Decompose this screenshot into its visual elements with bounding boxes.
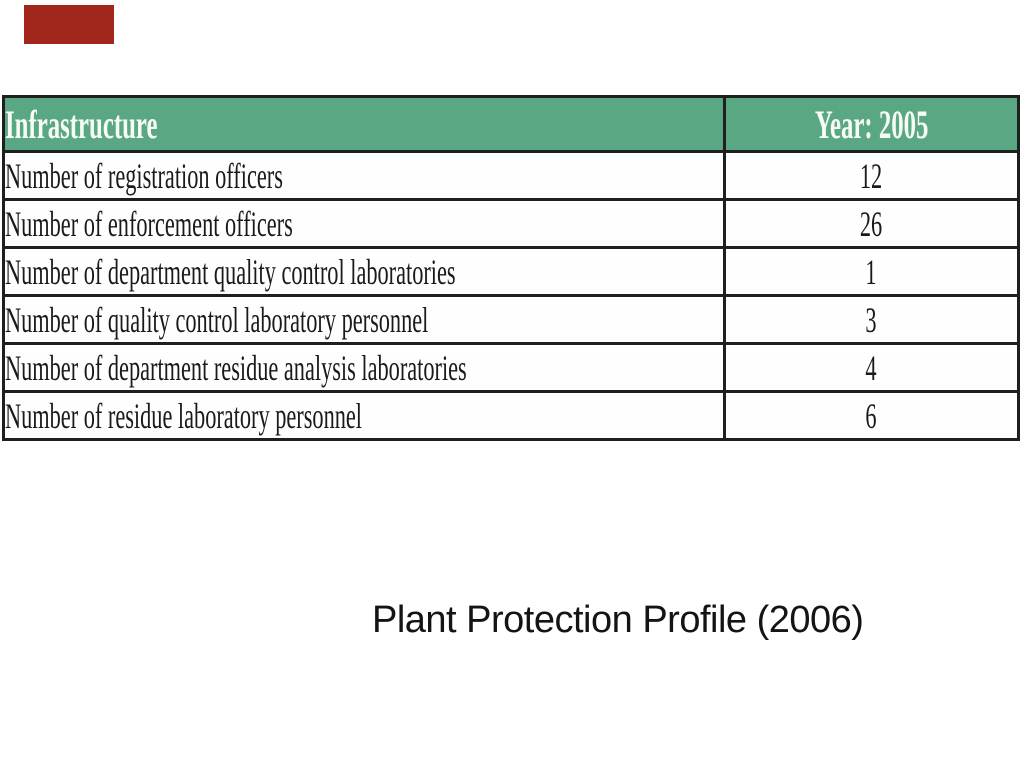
row-label: Number of residue laboratory personnel <box>5 395 363 436</box>
table-header-row: Infrastructure Year: 2005 <box>2 95 1021 153</box>
table-header-infrastructure: Infrastructure <box>2 95 726 153</box>
row-value: 6 <box>865 395 877 436</box>
infrastructure-table-wrap: Infrastructure Year: 2005 Number of regi… <box>2 95 1021 441</box>
row-value-cell: 26 <box>722 198 1021 249</box>
row-value-cell: 3 <box>722 294 1021 345</box>
row-value: 1 <box>865 251 877 292</box>
row-value-cell: 12 <box>722 150 1021 201</box>
infrastructure-table: Infrastructure Year: 2005 Number of regi… <box>2 95 1021 441</box>
row-label: Number of department residue analysis la… <box>5 347 467 388</box>
row-label: Number of quality control laboratory per… <box>5 299 429 340</box>
row-label: Number of department quality control lab… <box>5 251 456 292</box>
row-label-cell: Number of residue laboratory personnel <box>2 390 726 441</box>
slide-caption: Plant Protection Profile (2006) <box>372 599 864 641</box>
table-row: Number of registration officers 12 <box>2 150 1021 201</box>
row-value: 26 <box>860 203 883 244</box>
table-row: Number of residue laboratory personnel 6 <box>2 390 1021 441</box>
row-value-cell: 4 <box>722 342 1021 393</box>
table-row: Number of department quality control lab… <box>2 246 1021 297</box>
table-header-year: Year: 2005 <box>722 95 1021 153</box>
row-label: Number of enforcement officers <box>5 203 293 244</box>
row-label: Number of registration officers <box>5 155 283 196</box>
table-row: Number of enforcement officers 26 <box>2 198 1021 249</box>
row-label-cell: Number of registration officers <box>2 150 726 201</box>
row-value: 4 <box>865 347 877 388</box>
table-row: Number of department residue analysis la… <box>2 342 1021 393</box>
row-value-cell: 1 <box>722 246 1021 297</box>
table-row: Number of quality control laboratory per… <box>2 294 1021 345</box>
accent-bar <box>24 5 114 44</box>
table-header-infrastructure-label: Infrastructure <box>5 101 158 147</box>
row-value-cell: 6 <box>722 390 1021 441</box>
row-value: 12 <box>860 155 883 196</box>
row-label-cell: Number of department quality control lab… <box>2 246 726 297</box>
row-value: 3 <box>865 299 877 340</box>
row-label-cell: Number of quality control laboratory per… <box>2 294 726 345</box>
row-label-cell: Number of enforcement officers <box>2 198 726 249</box>
table-header-year-label: Year: 2005 <box>814 101 929 147</box>
row-label-cell: Number of department residue analysis la… <box>2 342 726 393</box>
